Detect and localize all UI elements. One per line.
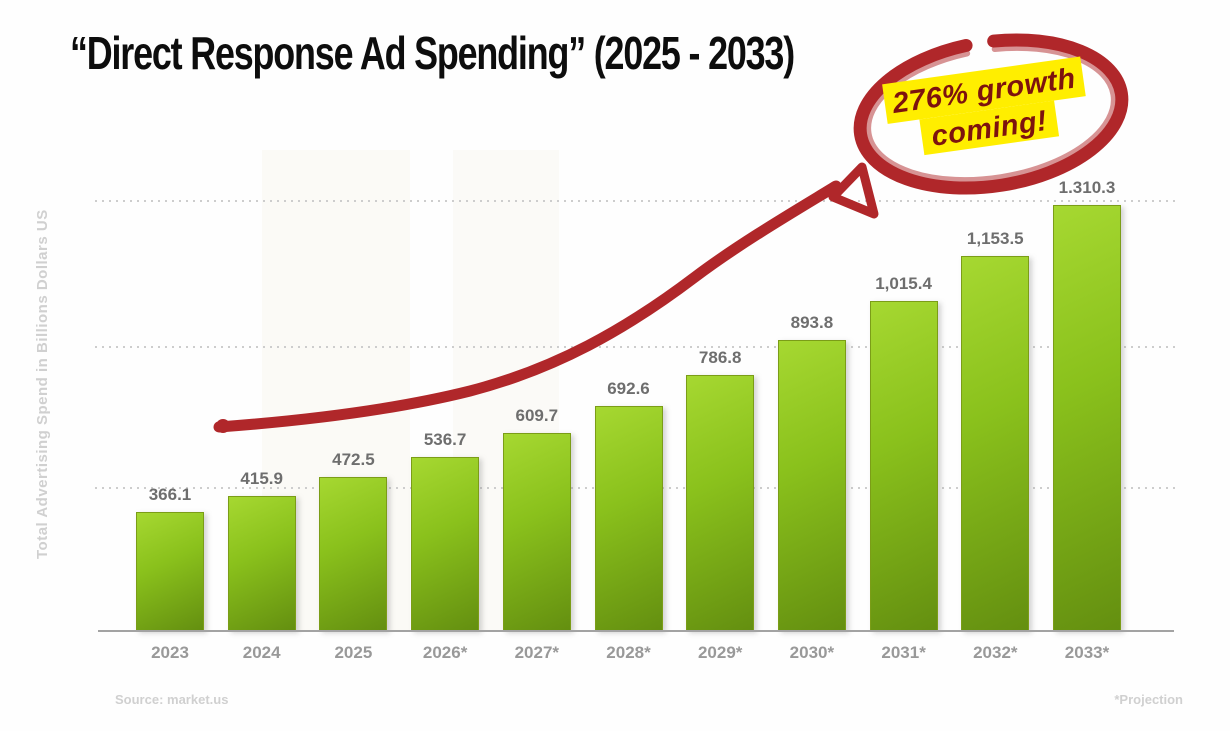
arrow-start-dot xyxy=(216,419,230,433)
gridline xyxy=(95,200,1177,202)
x-axis-tick-label: 2031* xyxy=(881,643,926,662)
y-axis-label: Total Advertising Spend in Billions Doll… xyxy=(34,209,51,559)
x-axis-tick-label: 2024 xyxy=(242,643,281,662)
x-axis-tick-label: 2033* xyxy=(1064,643,1110,662)
bar-value-label: 415.9 xyxy=(240,469,283,488)
bar-2029 xyxy=(686,375,755,631)
bar-value-label: 609.7 xyxy=(515,406,559,425)
x-axis-tick-label: 2032* xyxy=(973,643,1018,662)
x-axis-tick-label: 2026* xyxy=(422,643,468,662)
highlight-box xyxy=(882,56,1086,124)
bar-value-label: 536.7 xyxy=(423,430,467,449)
x-axis-tick-label: 2029* xyxy=(697,643,743,662)
bar-value-label: 786.8 xyxy=(698,348,742,367)
bar-2028 xyxy=(594,406,663,631)
projection-note: *Projection xyxy=(1114,692,1183,707)
bar-2033 xyxy=(1053,205,1121,631)
bar-value-label: 472.5 xyxy=(332,450,375,469)
bar-2032 xyxy=(961,256,1030,631)
growth-callout: 276% growth coming! xyxy=(882,56,1086,156)
arrowhead-icon xyxy=(828,162,879,219)
x-axis-tick-label: 2030* xyxy=(789,643,835,662)
bar-value-label: 1.310.3 xyxy=(1058,178,1116,197)
x-axis-tick-label: 2025 xyxy=(334,643,373,662)
chart-title: “Direct Response Ad Spending” (2025 - 20… xyxy=(70,27,795,79)
source-credit: Source: market.us xyxy=(115,692,229,707)
bar-value-label: 893.8 xyxy=(790,313,834,332)
bar-2026 xyxy=(411,457,480,631)
bar-2030 xyxy=(777,340,846,631)
bar-value-label: 366.1 xyxy=(148,485,192,504)
bar-value-label: 1,153.5 xyxy=(966,229,1024,248)
bar-2023 xyxy=(136,512,204,631)
bar-2024 xyxy=(227,496,296,631)
x-axis-tick-label: 2023 xyxy=(151,643,189,662)
bar-value-label: 1,015.4 xyxy=(875,274,932,293)
bar-2031 xyxy=(869,301,938,631)
highlight-box xyxy=(919,100,1060,156)
x-axis-tick-label: 2027* xyxy=(514,643,560,662)
bar-2025 xyxy=(319,477,388,631)
growth-callout-line1: 276% growth xyxy=(890,63,1078,120)
x-axis-line xyxy=(98,630,1174,632)
bar-2027 xyxy=(502,433,571,631)
bar-value-label: 692.6 xyxy=(607,379,650,398)
x-axis-tick-label: 2028* xyxy=(606,643,651,662)
growth-callout-line2: coming! xyxy=(930,105,1050,153)
